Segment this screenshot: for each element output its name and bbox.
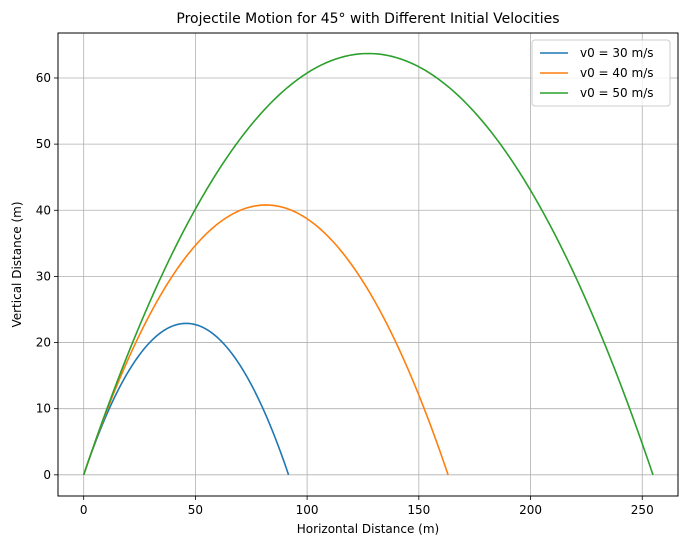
legend-label-2: v0 = 40 m/s (580, 66, 654, 80)
x-tick-label: 50 (188, 503, 203, 517)
y-tick-label: 0 (43, 468, 51, 482)
y-tick-label: 60 (36, 71, 51, 85)
y-tick-label: 10 (36, 402, 51, 416)
x-axis-ticks: 0 50 100 150 200 250 (80, 496, 654, 517)
y-tick-label: 30 (36, 269, 51, 283)
x-tick-label: 0 (80, 503, 88, 517)
legend-label-3: v0 = 50 m/s (580, 86, 654, 100)
y-axis-ticks: 0 10 20 30 40 50 60 (36, 71, 58, 482)
legend-label-1: v0 = 30 m/s (580, 46, 654, 60)
series-line-1 (82, 322, 290, 476)
series-layer (82, 52, 654, 476)
legend-frame (531, 39, 671, 107)
legend: v0 = 30 m/s v0 = 40 m/s v0 = 50 m/s (531, 39, 671, 107)
y-tick-label: 40 (36, 203, 51, 217)
x-tick-label: 150 (407, 503, 430, 517)
x-tick-label: 100 (296, 503, 319, 517)
series-line-3 (82, 52, 654, 476)
x-axis-label: Horizontal Distance (m) (297, 522, 439, 536)
x-tick-label: 200 (519, 503, 542, 517)
series-line-2 (82, 204, 449, 476)
chart-title: Projectile Motion for 45° with Different… (176, 11, 559, 27)
y-tick-label: 50 (36, 137, 51, 151)
y-tick-label: 20 (36, 336, 51, 350)
plot-area (57, 32, 679, 497)
x-tick-label: 250 (631, 503, 654, 517)
y-axis-label: Vertical Distance (m) (10, 201, 24, 327)
